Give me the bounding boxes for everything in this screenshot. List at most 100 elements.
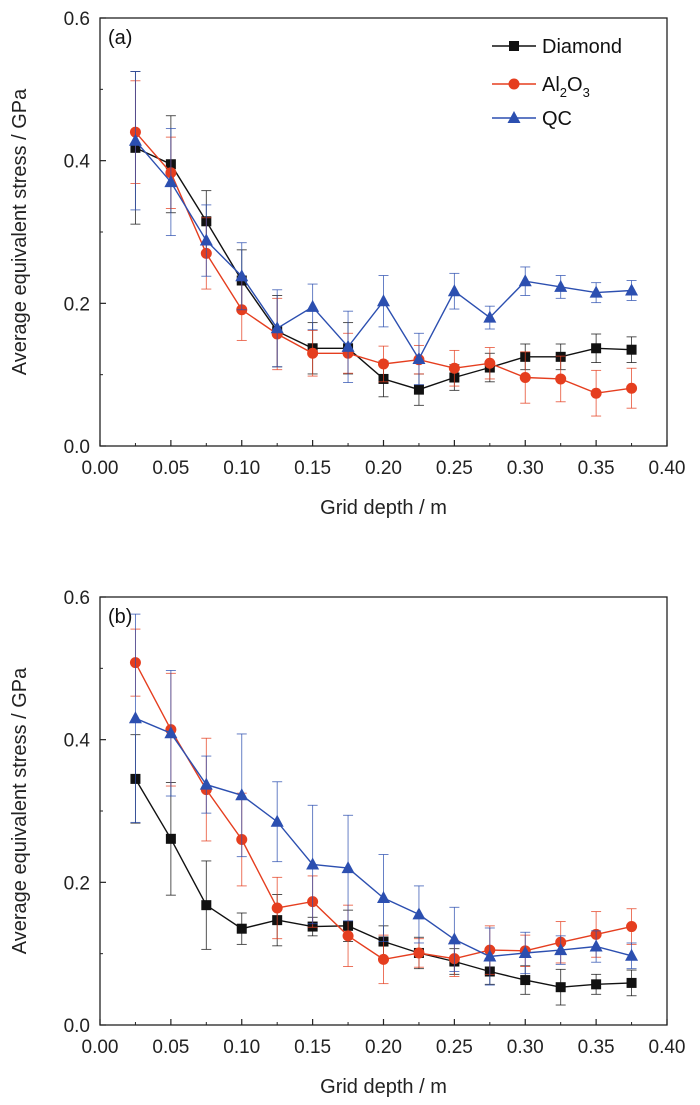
- data-point: [164, 175, 178, 188]
- x-tick-label: 0.10: [223, 458, 260, 479]
- legend-label: Al2O3: [542, 74, 590, 100]
- data-point: [201, 900, 212, 911]
- data-point: [520, 975, 531, 986]
- y-axis-label: Average equivalent stress / GPa: [9, 667, 31, 954]
- data-point: [271, 902, 283, 914]
- x-tick-label: 0.40: [649, 1037, 686, 1058]
- x-tick-label: 0.30: [507, 458, 544, 479]
- legend-marker: [507, 111, 521, 123]
- data-point: [484, 357, 496, 369]
- x-tick-label: 0.20: [365, 1037, 402, 1058]
- data-point: [341, 861, 355, 874]
- y-axis-label: Average equivalent stress / GPa: [9, 88, 31, 375]
- y-tick-label: 0.2: [64, 294, 90, 315]
- data-point: [377, 294, 390, 307]
- panel-label: (a): [108, 27, 132, 49]
- data-point: [447, 284, 461, 297]
- data-point: [483, 949, 497, 962]
- data-point: [306, 299, 320, 312]
- data-point: [377, 891, 390, 904]
- data-point: [591, 343, 602, 354]
- data-point: [590, 387, 602, 399]
- data-point: [625, 948, 639, 961]
- x-tick-label: 0.30: [507, 1037, 544, 1058]
- data-point: [378, 358, 389, 370]
- data-point: [270, 814, 284, 827]
- y-tick-label: 0.6: [64, 588, 90, 609]
- x-tick-label: 0.05: [152, 458, 189, 479]
- data-point: [626, 977, 637, 988]
- data-point: [591, 979, 602, 990]
- y-tick-label: 0.0: [64, 1016, 90, 1037]
- data-point: [413, 947, 425, 959]
- legend-item-al2o3: Al2O3: [492, 74, 590, 100]
- data-point: [307, 347, 319, 359]
- data-point: [483, 310, 497, 323]
- data-point: [412, 907, 426, 920]
- y-tick-label: 0.6: [64, 9, 90, 30]
- data-point: [412, 351, 426, 364]
- data-point: [555, 373, 567, 385]
- chart-panel-a: 0.00 0.05 0.10 0.15 0.20 0.25 0.30 0.35 0.40 0.0 0…: [9, 9, 685, 519]
- data-point: [128, 711, 142, 724]
- data-point: [447, 932, 461, 945]
- data-point: [235, 788, 249, 801]
- legend-marker: [508, 78, 520, 90]
- data-point: [626, 344, 637, 355]
- x-tick-label: 0.10: [223, 1037, 260, 1058]
- data-point: [625, 283, 639, 296]
- data-point: [626, 921, 638, 933]
- data-point: [448, 362, 460, 374]
- legend-item-qc: QC: [492, 108, 572, 130]
- x-tick-label: 0.15: [294, 1037, 331, 1058]
- data-point: [165, 833, 176, 844]
- data-point: [341, 339, 355, 352]
- y-tick-label: 0.4: [64, 152, 91, 173]
- data-point: [518, 274, 532, 287]
- data-point: [413, 384, 424, 395]
- data-point: [342, 930, 354, 942]
- data-point: [235, 269, 249, 282]
- legend: Diamond Al2O3 QC: [492, 36, 622, 130]
- data-point: [519, 372, 531, 384]
- y-tick-label: 0.2: [64, 873, 90, 894]
- legend-label: Diamond: [542, 36, 622, 58]
- y-tick-label: 0.0: [64, 437, 90, 458]
- data-point: [306, 857, 320, 870]
- data-point: [128, 133, 142, 146]
- data-point: [554, 279, 568, 292]
- legend-marker: [509, 41, 519, 51]
- data-point: [164, 726, 178, 739]
- x-tick-label: 0.05: [152, 1037, 189, 1058]
- data-point: [589, 939, 603, 952]
- x-tick-label: 0.25: [436, 1037, 473, 1058]
- x-axis-label: Grid depth / m: [320, 1076, 447, 1098]
- data-point: [589, 285, 603, 298]
- x-axis-label: Grid depth / m: [320, 497, 447, 519]
- x-tick-label: 0.40: [649, 458, 686, 479]
- x-tick-label: 0.00: [82, 458, 119, 479]
- data-point: [554, 943, 568, 956]
- data-point: [199, 233, 213, 246]
- data-point: [555, 982, 566, 993]
- data-point: [518, 945, 532, 958]
- legend-label: QC: [542, 108, 572, 130]
- legend-item-diamond: Diamond: [492, 36, 622, 58]
- data-point: [378, 953, 389, 965]
- data-point: [270, 321, 284, 334]
- x-tick-label: 0.25: [436, 458, 473, 479]
- data-point: [236, 923, 247, 934]
- series-qc: [128, 71, 639, 386]
- panel-label: (b): [108, 606, 132, 628]
- data-point: [199, 777, 213, 790]
- x-tick-label: 0.00: [82, 1037, 119, 1058]
- series-qc: [128, 613, 639, 986]
- y-tick-label: 0.4: [64, 731, 91, 752]
- x-tick-label: 0.35: [578, 1037, 615, 1058]
- x-tick-label: 0.35: [578, 458, 615, 479]
- x-tick-label: 0.20: [365, 458, 402, 479]
- chart-panel-b: 0.00 0.05 0.10 0.15 0.20 0.25 0.30 0.35 0.40 0.0 0…: [9, 588, 685, 1098]
- data-point: [626, 382, 638, 394]
- x-tick-label: 0.15: [294, 458, 331, 479]
